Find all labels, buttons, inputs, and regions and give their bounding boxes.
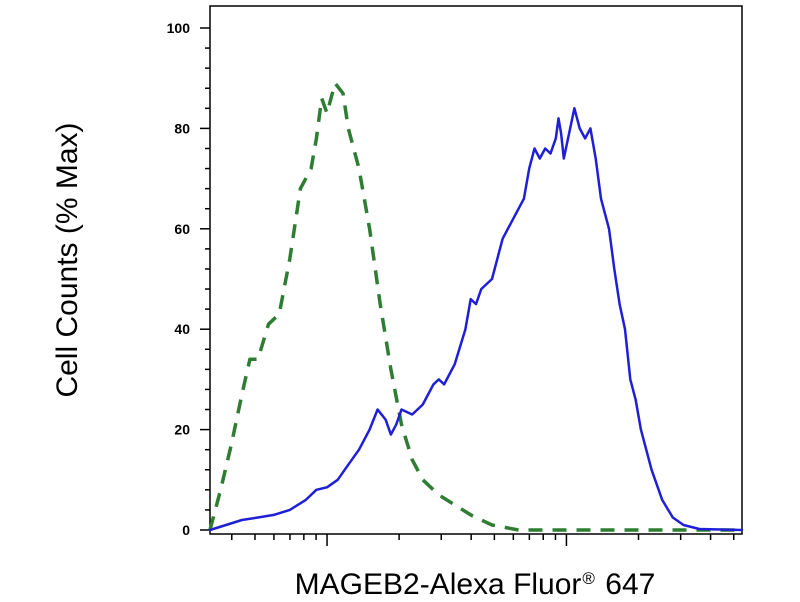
- x-axis-label: MAGEB2-Alexa Fluor® 647: [295, 568, 656, 602]
- y-tick-label: 100: [167, 20, 191, 36]
- series-line-dashed: [208, 81, 742, 532]
- series-line-solid: [208, 107, 744, 532]
- y-tick-label: 20: [174, 422, 190, 438]
- registered-mark: ®: [582, 569, 595, 588]
- plot-border: [209, 5, 743, 535]
- x-axis-ticks: [231, 534, 735, 546]
- series-layer: [208, 81, 744, 532]
- plot-area: [209, 5, 743, 535]
- y-tick-label: 0: [182, 522, 190, 538]
- x-axis-label-main: MAGEB2-Alexa Fluor: [294, 568, 582, 601]
- y-tick-label: 60: [174, 221, 190, 237]
- y-axis-ticks: 0 20 40 60 80 100: [167, 20, 210, 538]
- x-axis-label-tail: 647: [596, 568, 656, 601]
- y-tick-label: 40: [174, 321, 190, 337]
- y-tick-label: 80: [174, 120, 190, 136]
- y-axis-label: Cell Counts (% Max): [51, 122, 84, 398]
